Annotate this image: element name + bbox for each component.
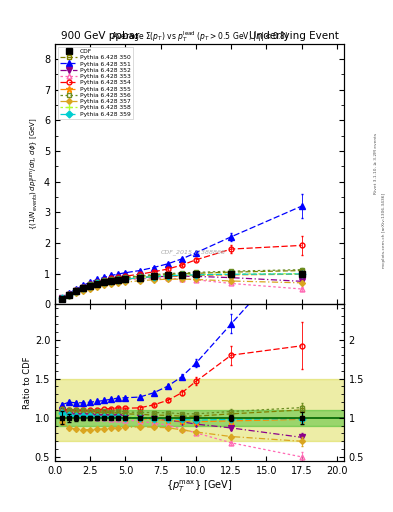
Title: Average $\Sigma(p_T)$ vs $p_T^\mathrm{lead}$ ($p_T > 0.5$ GeV, $|\eta| < 0.8$): Average $\Sigma(p_T)$ vs $p_T^\mathrm{le… (111, 29, 288, 44)
Y-axis label: $\{(1/N_\mathrm{events})\, dp_T^\mathrm{sum}/d\eta,\, d\phi\}$ [GeV]: $\{(1/N_\mathrm{events})\, dp_T^\mathrm{… (29, 118, 41, 230)
Text: mcplots.cern.ch [arXiv:1306.3436]: mcplots.cern.ch [arXiv:1306.3436] (382, 193, 386, 268)
Text: CDF_2015_I1388868: CDF_2015_I1388868 (161, 249, 226, 255)
Text: Underlying Event: Underlying Event (249, 31, 339, 41)
Y-axis label: Ratio to CDF: Ratio to CDF (23, 356, 32, 409)
X-axis label: $\{p_T^\mathrm{max}\}$ [GeV]: $\{p_T^\mathrm{max}\}$ [GeV] (166, 478, 233, 494)
Legend: CDF, Pythia 6.428 350, Pythia 6.428 351, Pythia 6.428 352, Pythia 6.428 353, Pyt: CDF, Pythia 6.428 350, Pythia 6.428 351,… (58, 47, 133, 119)
Text: 900 GeV ppbar: 900 GeV ppbar (61, 31, 139, 41)
Text: Rivet 3.1.10, ≥ 3.2M events: Rivet 3.1.10, ≥ 3.2M events (375, 133, 378, 195)
